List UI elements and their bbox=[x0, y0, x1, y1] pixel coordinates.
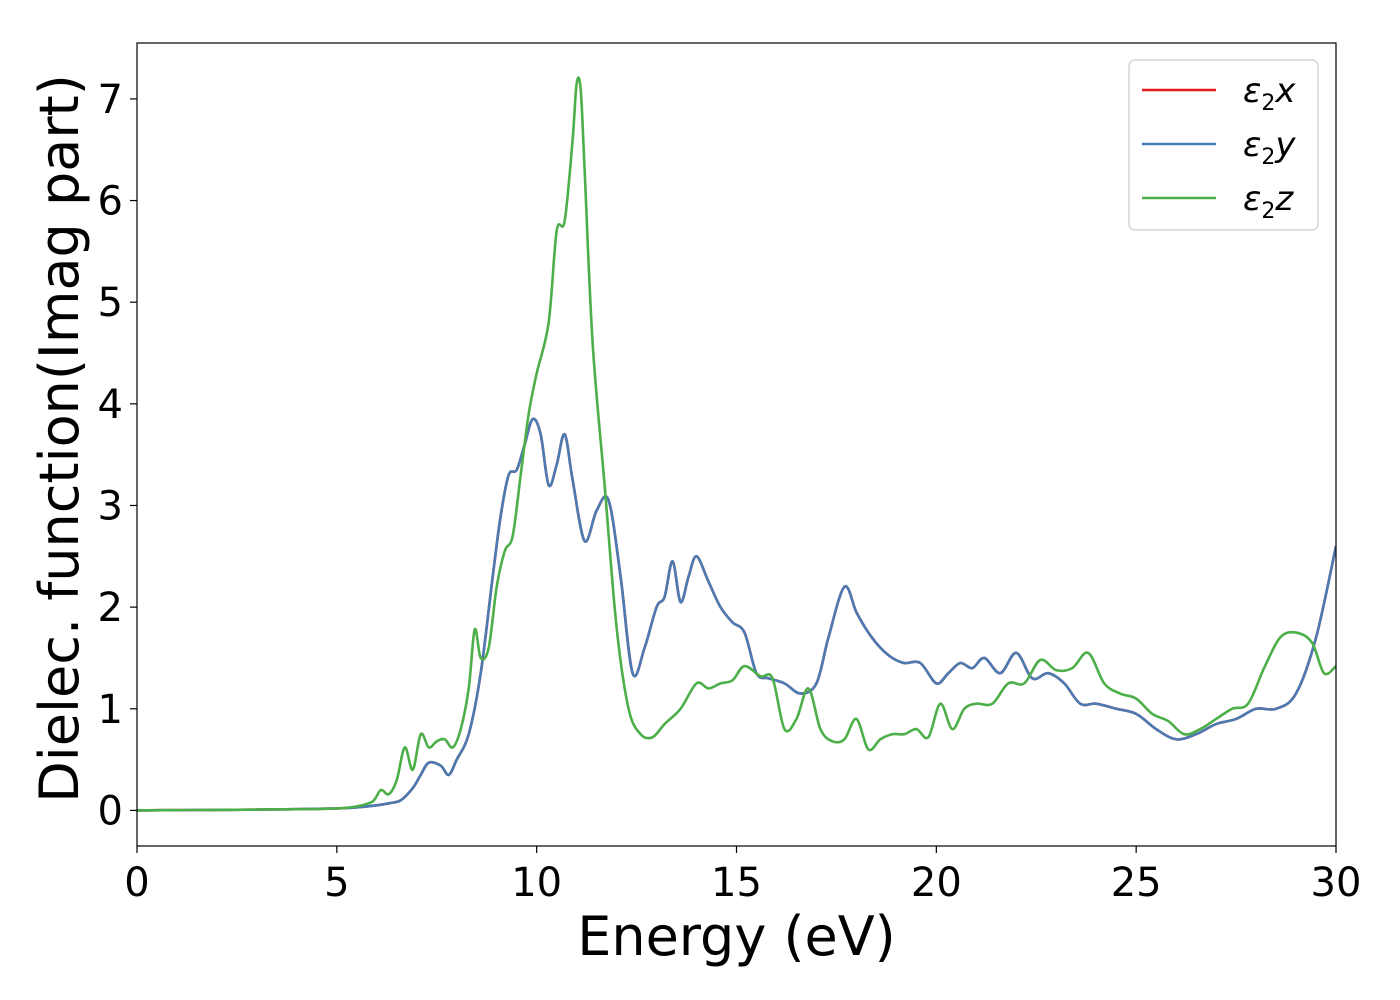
y-axis-title: Dielec. function(Imag part) bbox=[28, 74, 91, 803]
legend-box bbox=[1128, 59, 1319, 231]
y-tick-label: 4 bbox=[98, 382, 123, 428]
x-axis-title: Energy (eV) bbox=[577, 905, 896, 968]
x-axis-ticks: 0 5 10 15 20 25 30 bbox=[124, 846, 1361, 906]
y-tick-label: 7 bbox=[98, 77, 123, 123]
x-tick-label: 20 bbox=[911, 860, 962, 906]
y-tick-label: 5 bbox=[98, 280, 123, 326]
y-tick-label: 3 bbox=[98, 483, 123, 529]
series-layer bbox=[137, 76, 1336, 812]
y-tick-label: 1 bbox=[98, 687, 123, 733]
x-tick-label: 10 bbox=[511, 860, 562, 906]
legend-label-z: ε2z bbox=[1243, 179, 1294, 224]
y-tick-label: 6 bbox=[98, 179, 123, 225]
series-line-y bbox=[137, 417, 1336, 812]
legend-label-x: ε2x bbox=[1243, 71, 1296, 116]
y-tick-label: 0 bbox=[98, 788, 123, 834]
x-tick-label: 25 bbox=[1111, 860, 1162, 906]
legend-label-y: ε2y bbox=[1243, 125, 1296, 170]
legend: ε2x ε2y ε2z bbox=[1128, 59, 1319, 231]
x-tick-label: 15 bbox=[711, 860, 762, 906]
y-axis-ticks: 0 1 2 3 4 5 6 7 bbox=[98, 77, 137, 834]
series-line-z bbox=[137, 76, 1336, 812]
x-tick-label: 5 bbox=[324, 860, 349, 906]
x-tick-label: 0 bbox=[124, 860, 149, 906]
x-tick-label: 30 bbox=[1311, 860, 1362, 906]
y-tick-label: 2 bbox=[98, 585, 123, 631]
